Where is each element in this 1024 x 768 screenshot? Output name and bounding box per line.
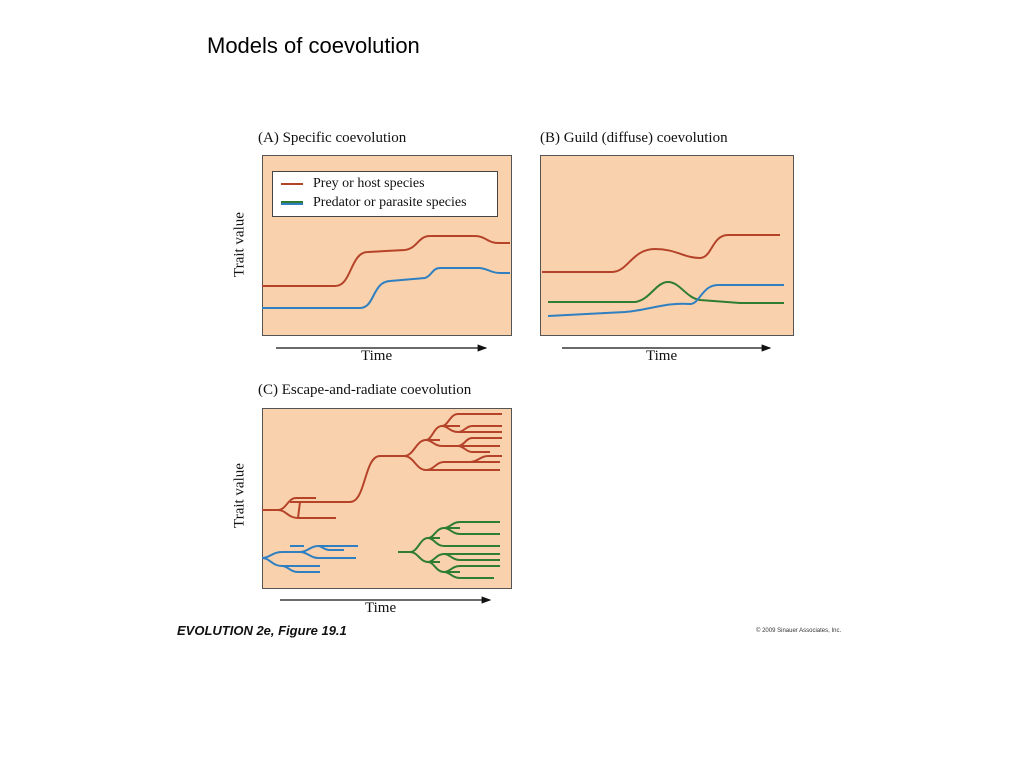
legend-swatch-prey: [281, 183, 303, 185]
panel-a-predator-line: [262, 267, 510, 309]
panel-c-prey-radiation: [262, 413, 502, 519]
panel-c-xlabel: Time: [365, 600, 397, 616]
figure-caption: EVOLUTION 2e, Figure 19.1: [177, 623, 347, 638]
panel-c-blue-radiation: [261, 545, 358, 573]
legend-label-predator: Predator or parasite species: [313, 195, 467, 210]
legend-item-predator: Predator or parasite species: [281, 194, 467, 212]
legend-label-prey: Prey or host species: [313, 176, 425, 191]
legend: Prey or host species Predator or parasit…: [272, 171, 498, 217]
legend-item-prey: Prey or host species: [281, 175, 425, 193]
panel-c-title: (C) Escape-and-radiate coevolution: [258, 382, 472, 398]
panel-a-xlabel: Time: [361, 348, 393, 364]
slide-title: Models of coevolution: [207, 33, 420, 58]
copyright-credit: © 2009 Sinauer Associates, Inc.: [756, 628, 842, 634]
panel-b-title: (B) Guild (diffuse) coevolution: [540, 130, 728, 146]
panel-b-prey-line: [542, 234, 780, 273]
panel-a-prey-line: [262, 235, 510, 287]
panel-b-green-line: [548, 280, 784, 304]
panel-a-title: (A) Specific coevolution: [258, 130, 407, 146]
panel-b-blue-line: [547, 284, 784, 317]
panel-b-xlabel: Time: [646, 348, 678, 364]
panel-c-green-radiation: [398, 521, 500, 579]
legend-swatch-predator: [281, 201, 303, 205]
